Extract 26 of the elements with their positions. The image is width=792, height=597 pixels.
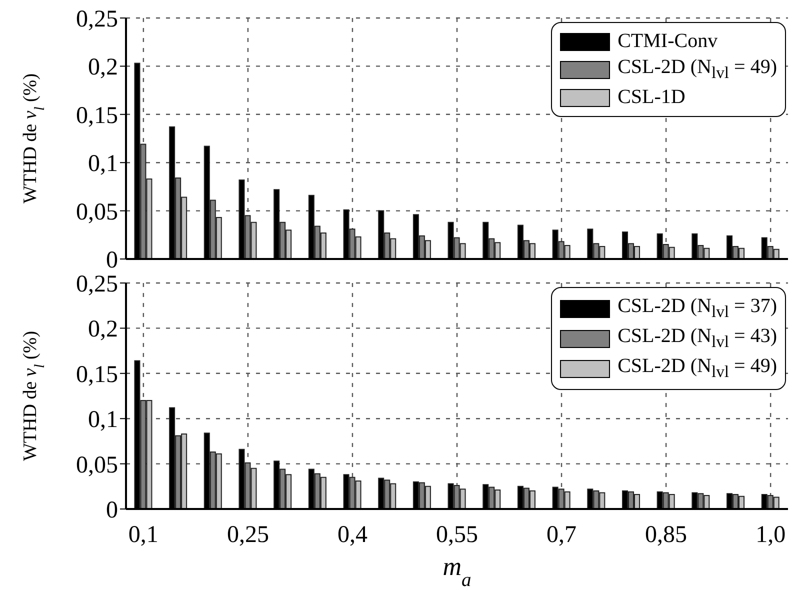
legend-label: CTMI-Conv — [618, 30, 718, 53]
y-tick-label: 0 — [106, 248, 118, 274]
y-tick-label: 0,05 — [76, 199, 118, 226]
legend-label: CSL-1D — [618, 86, 686, 109]
y-tick-label: 0,2 — [88, 316, 118, 343]
y-tick-label: 0,1 — [88, 151, 118, 178]
x-tick-label: 0,7 — [546, 522, 577, 548]
y-tick-label: 0,2 — [88, 54, 118, 81]
x-axis-title: m$_{a}$ — [442, 552, 472, 590]
x-tick-label: 0,85 — [645, 522, 688, 548]
legend-label: CSL-2D (N$_{lvl}$ = 43) — [618, 325, 777, 352]
y-tick-label: 0,15 — [76, 362, 118, 388]
x-tick-label: 0,25 — [226, 522, 269, 548]
x-tick-label: 0,55 — [436, 522, 478, 548]
y-tick-label: 0,05 — [76, 452, 118, 478]
legend-label: CSL-2D (N$_{lvl}$ = 49) — [618, 56, 777, 83]
x-tick-label: 1,0 — [756, 522, 786, 548]
x-tick-label: 0,4 — [337, 522, 368, 548]
x-tick-label: 0,1 — [128, 522, 158, 548]
y-tick-label: 0 — [106, 498, 118, 524]
y-tick-label: 0,25 — [76, 6, 118, 33]
y-tick-label: 0,1 — [88, 407, 118, 434]
legend-label: CSL-2D (N$_{lvl}$ = 49) — [618, 355, 777, 382]
y-tick-label: 0,25 — [76, 272, 118, 298]
y-tick-label: 0,15 — [76, 102, 118, 129]
legend-label: CSL-2D (N$_{lvl}$ = 37) — [618, 295, 777, 322]
